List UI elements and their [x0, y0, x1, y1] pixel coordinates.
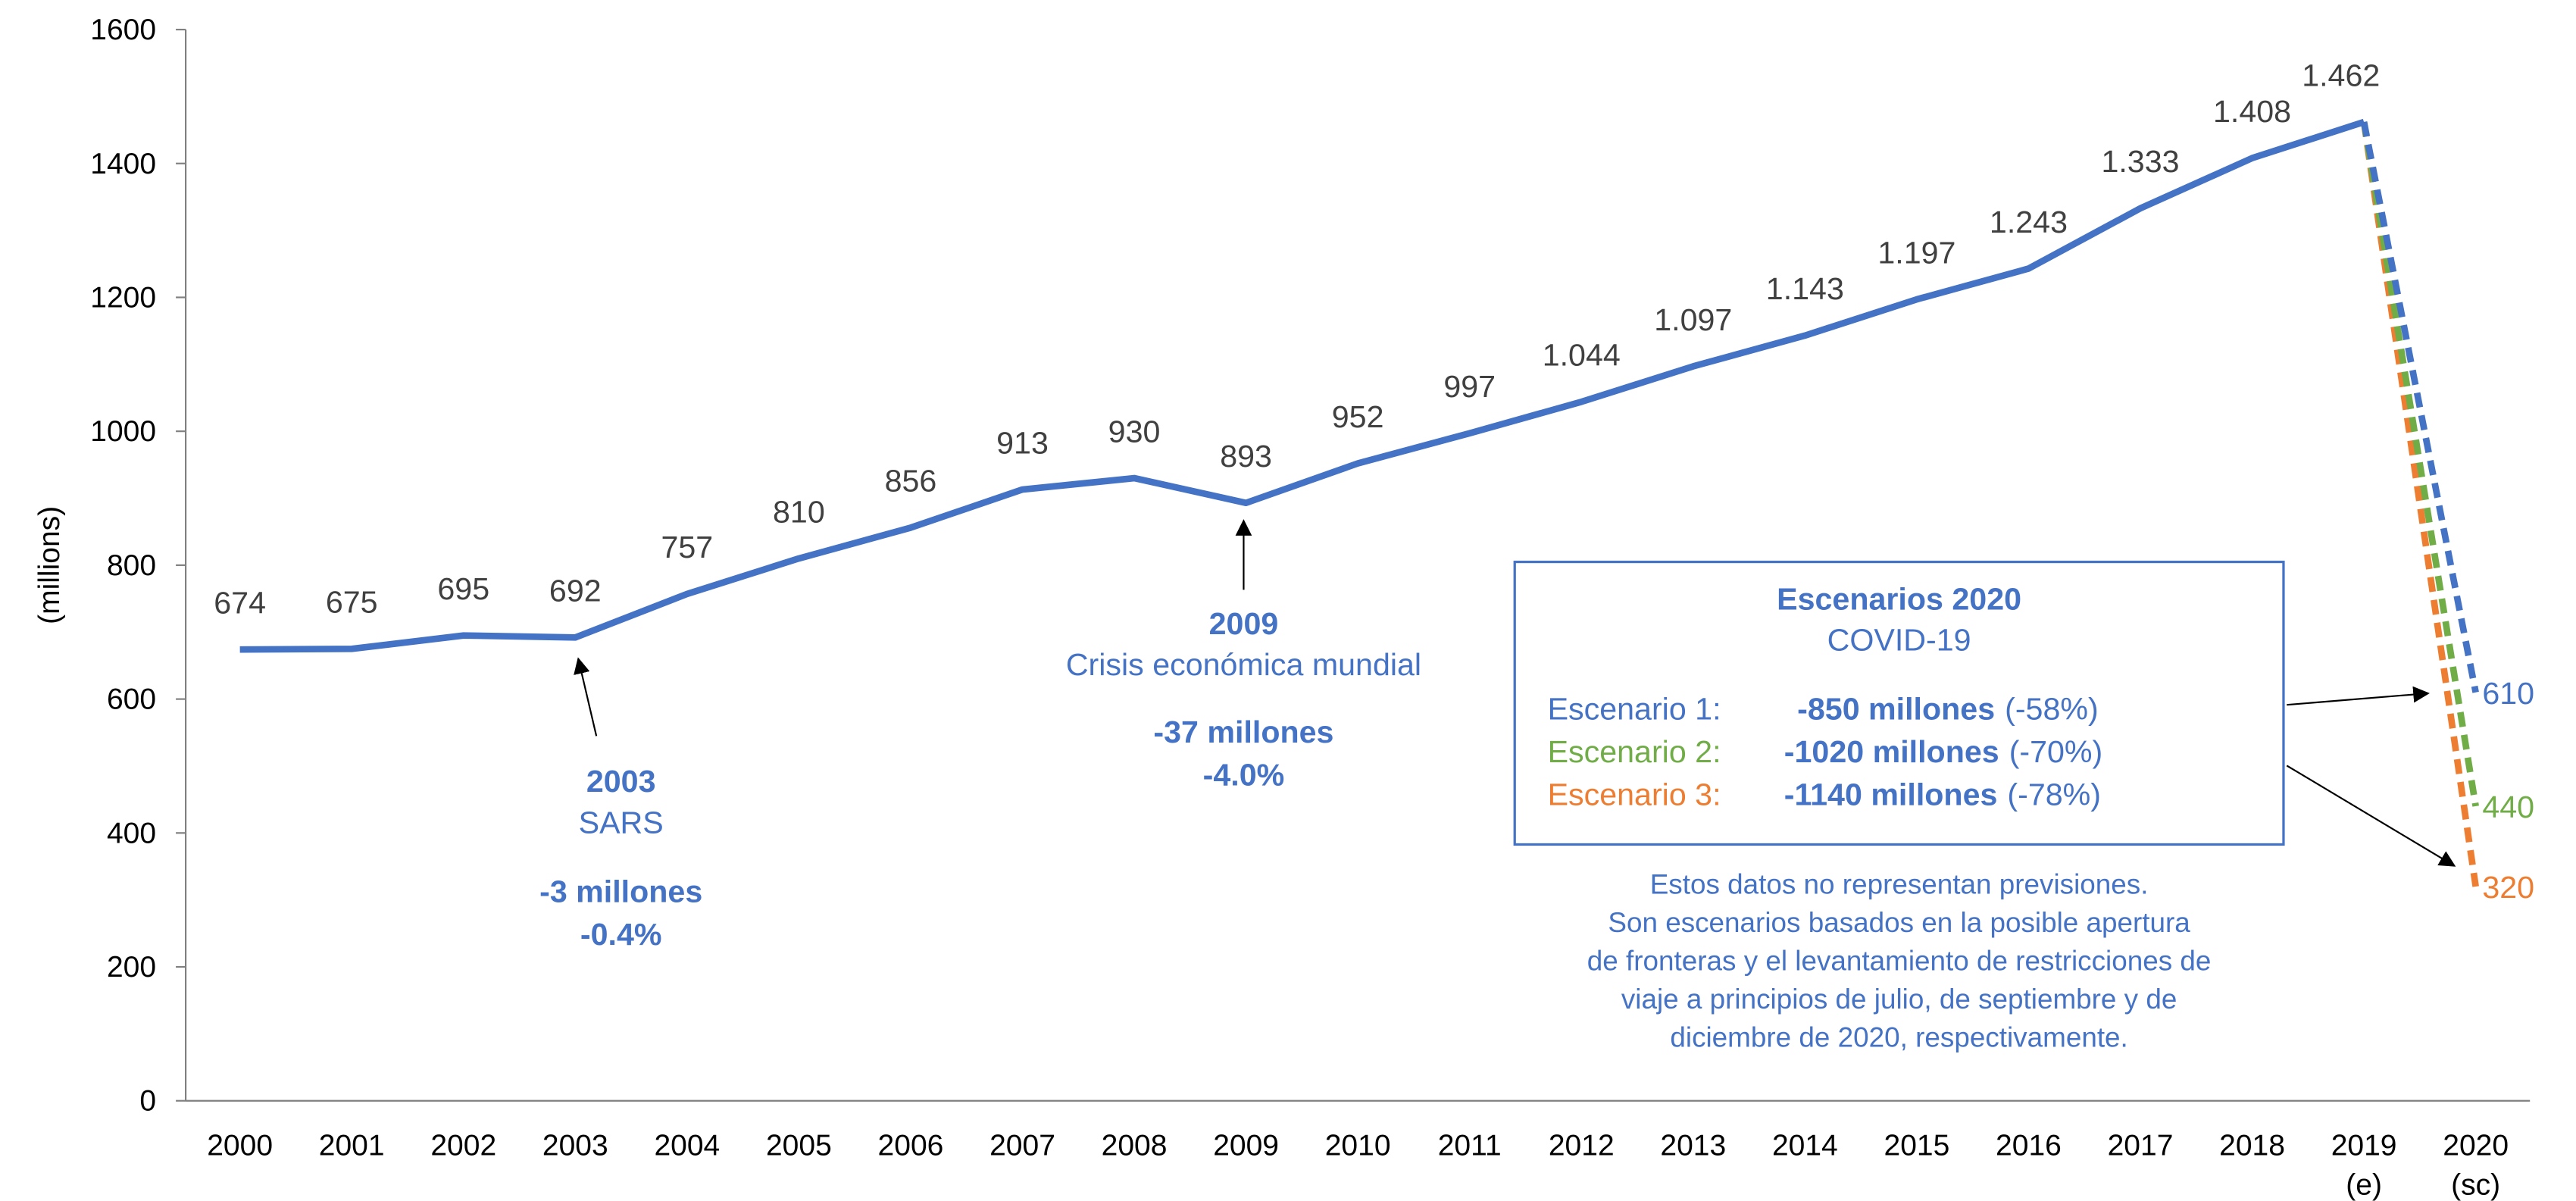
scenario-amount: -1020 millones	[1784, 734, 1999, 769]
data-label: 930	[1108, 414, 1161, 449]
series-line	[239, 118, 2365, 653]
x-tick-label: 2010	[1325, 1129, 1391, 1162]
data-label: 757	[661, 530, 713, 565]
annotation-subtitle: SARS	[579, 805, 664, 840]
y-tick-label: 1000	[90, 415, 156, 448]
data-label: 1.197	[1877, 235, 1955, 270]
annotation-title: 2003	[586, 764, 656, 799]
scenario-amount: -1140 millones	[1784, 777, 1998, 812]
x-tick-label: 2012	[1549, 1129, 1615, 1162]
x-tick-label: 2001	[319, 1129, 385, 1162]
data-label: 893	[1220, 439, 1272, 474]
scenario-pct: (-78%)	[2007, 777, 2101, 812]
x-tick-label: 2011	[1438, 1129, 1502, 1162]
data-label: 1.097	[1654, 302, 1732, 337]
x-tick-label: 2018	[2219, 1129, 2285, 1162]
annotation-line: -0.4%	[580, 917, 662, 952]
data-label: 610	[2482, 676, 2534, 711]
y-tick-label: 0	[139, 1085, 156, 1118]
note-line: Son escenarios basados en la posible ape…	[1608, 907, 2190, 938]
data-label: 913	[996, 425, 1049, 460]
scenario-box	[1513, 560, 2285, 846]
data-label: 1.243	[1990, 205, 2068, 239]
scenario-name: Escenario 2:	[1548, 734, 1721, 769]
scenario-amount: -850 millones	[1797, 692, 1995, 727]
scenario-row: Escenario 2: -1020 millones (-70%)	[1548, 734, 2103, 769]
annotation-subtitle: Crisis económica mundial	[1066, 647, 1421, 682]
box-subtitle: COVID-19	[1827, 623, 1971, 658]
note-line: diciembre de 2020, respectivamente.	[1670, 1022, 2127, 1053]
data-label: 1.143	[1766, 271, 1844, 306]
data-label: 810	[773, 494, 825, 529]
x-tick-label: 2006	[878, 1129, 944, 1162]
arrow	[2286, 765, 2456, 867]
x-tick-label: 2017	[2108, 1129, 2174, 1162]
x-tick-label: 2008	[1102, 1129, 1168, 1162]
data-label: 674	[214, 586, 266, 621]
data-label: 856	[885, 464, 937, 499]
data-label: 1.462	[2302, 58, 2380, 92]
data-label: 440	[2482, 790, 2534, 824]
scenario-pct: (-58%)	[2005, 692, 2099, 727]
data-label: 952	[1332, 399, 1384, 434]
scenario-name: Escenario 3:	[1548, 777, 1721, 812]
note-line: viaje a principios de julio, de septiemb…	[1621, 984, 2177, 1015]
note-line: Estos datos no representan previsiones.	[1650, 869, 2149, 900]
annotation-line: -37 millones	[1153, 715, 1333, 749]
x-tick-label: 2007	[989, 1129, 1055, 1162]
arrow	[2287, 686, 2430, 706]
y-axis-label: (millions)	[33, 506, 66, 624]
annotation-line: -4.0%	[1203, 757, 1285, 792]
x-tick-label: 2009	[1213, 1129, 1279, 1162]
y-tick-label: 800	[107, 549, 156, 582]
y-tick-label: 1600	[90, 14, 156, 46]
y-tick-label: 200	[107, 951, 156, 984]
scenario-row: Escenario 3: -1140 millones (-78%)	[1548, 777, 2101, 812]
data-label: 692	[549, 574, 602, 608]
scenario-pct: (-70%)	[2009, 734, 2103, 769]
data-label: 1.333	[2101, 144, 2179, 179]
y-tick-label: 400	[107, 817, 156, 849]
annotation-line: -3 millones	[539, 874, 702, 909]
x-tick-label: 2005	[766, 1129, 832, 1162]
y-tick-label: 600	[107, 683, 156, 716]
y-tick-label: 1400	[90, 148, 156, 180]
box-title: Escenarios 2020	[1777, 581, 2021, 616]
data-label: 1.044	[1543, 338, 1621, 373]
data-label: 320	[2482, 870, 2534, 905]
data-label: 675	[326, 585, 378, 620]
x-tick-label: 2002	[430, 1129, 496, 1162]
scenario-name: Escenario 1:	[1548, 692, 1721, 727]
x-tick-label: 2015	[1884, 1129, 1950, 1162]
scenario-line	[2360, 121, 2479, 807]
data-label: 997	[1443, 369, 1496, 404]
x-tick-label: 2016	[1996, 1129, 2062, 1162]
data-label: 695	[437, 571, 489, 606]
scenario-line	[2360, 121, 2479, 693]
arrow	[574, 657, 598, 737]
x-tick-label: 2003	[542, 1129, 608, 1162]
note-line: de fronteras y el levantamiento de restr…	[1587, 946, 2212, 977]
x-tick-label: 2020 (sc)	[2443, 1129, 2509, 1201]
x-tick-label: 2014	[1772, 1129, 1838, 1162]
scenario-row: Escenario 1: -850 millones (-58%)	[1548, 692, 2099, 727]
x-tick-label: 2004	[654, 1129, 720, 1162]
data-label: 1.408	[2213, 94, 2291, 129]
x-tick-label: 2013	[1660, 1129, 1726, 1162]
x-tick-label: 2019 (e)	[2331, 1129, 2397, 1201]
x-tick-label: 2000	[207, 1129, 273, 1162]
y-tick-label: 1200	[90, 281, 156, 314]
annotation-title: 2009	[1209, 606, 1279, 641]
